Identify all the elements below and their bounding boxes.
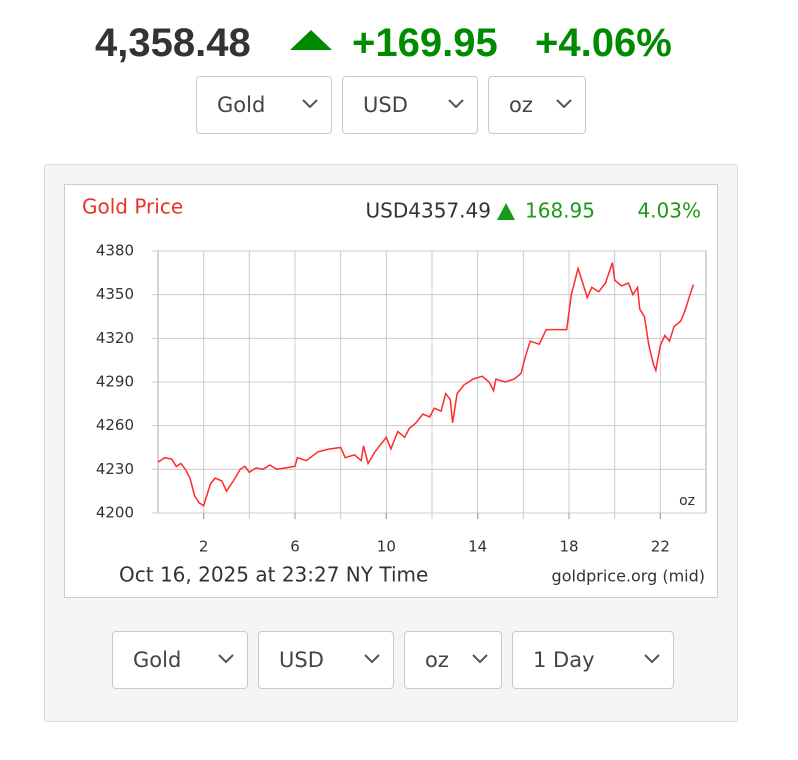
y-tick-label: 4290 bbox=[96, 373, 134, 391]
price: 4,358.48 bbox=[95, 21, 251, 65]
dropdown[interactable]: Gold bbox=[112, 631, 248, 689]
dropdown-text: Gold bbox=[217, 93, 266, 117]
dropdown[interactable]: oz bbox=[488, 76, 586, 134]
dropdown-text: Gold bbox=[133, 648, 182, 672]
y-tick-label: 4230 bbox=[96, 460, 134, 478]
x-tick-label: 22 bbox=[651, 538, 670, 556]
dropdown[interactable]: oz bbox=[404, 631, 502, 689]
up-arrow bbox=[497, 203, 515, 220]
change: 168.95 bbox=[525, 199, 595, 223]
unit-label: oz bbox=[679, 493, 695, 509]
y-tick-label: 4350 bbox=[96, 285, 134, 303]
up-arrow bbox=[290, 30, 332, 50]
dropdown[interactable]: USD bbox=[342, 76, 478, 134]
change: +169.95 bbox=[352, 21, 498, 65]
x-tick-label: 10 bbox=[377, 538, 396, 556]
chevron bbox=[644, 654, 660, 664]
price-label: USD4357.49 bbox=[366, 199, 491, 223]
y-tick-label: 4320 bbox=[96, 329, 134, 347]
x-tick-label: 2 bbox=[199, 538, 209, 556]
footer: Oct 16, 2025 at 23:27 NY Time bbox=[119, 563, 428, 587]
source: goldprice.org (mid) bbox=[552, 567, 705, 586]
dropdown-text: USD bbox=[363, 93, 408, 117]
y-tick-label: 4380 bbox=[96, 242, 134, 260]
chevron bbox=[472, 654, 488, 664]
dropdown-text: 1 Day bbox=[533, 648, 595, 672]
dropdown-text: oz bbox=[509, 93, 533, 117]
dropdown[interactable]: Gold bbox=[196, 76, 332, 134]
chevron bbox=[364, 654, 380, 664]
price-line bbox=[157, 262, 695, 507]
chevron bbox=[302, 99, 318, 109]
y-tick-label: 4260 bbox=[96, 416, 134, 434]
change-percent: 4.03% bbox=[637, 199, 701, 223]
dropdown[interactable]: USD bbox=[258, 631, 394, 689]
x-tick-label: 14 bbox=[468, 538, 487, 556]
chart: Gold Price USD4357.49 168.95 4.03% 4200 4230 4… bbox=[64, 184, 718, 598]
x-tick-label: 18 bbox=[559, 538, 578, 556]
change-percent: +4.06% bbox=[535, 21, 672, 65]
chart-title: Gold Price bbox=[82, 195, 183, 219]
chevron bbox=[448, 99, 464, 109]
x-tick-label: 6 bbox=[290, 538, 300, 556]
dropdown[interactable]: 1 Day bbox=[512, 631, 674, 689]
chevron bbox=[556, 99, 572, 109]
chevron bbox=[218, 654, 234, 664]
dropdown-text: USD bbox=[279, 648, 324, 672]
y-tick-label: 4200 bbox=[96, 504, 134, 522]
dropdown-text: oz bbox=[425, 648, 449, 672]
